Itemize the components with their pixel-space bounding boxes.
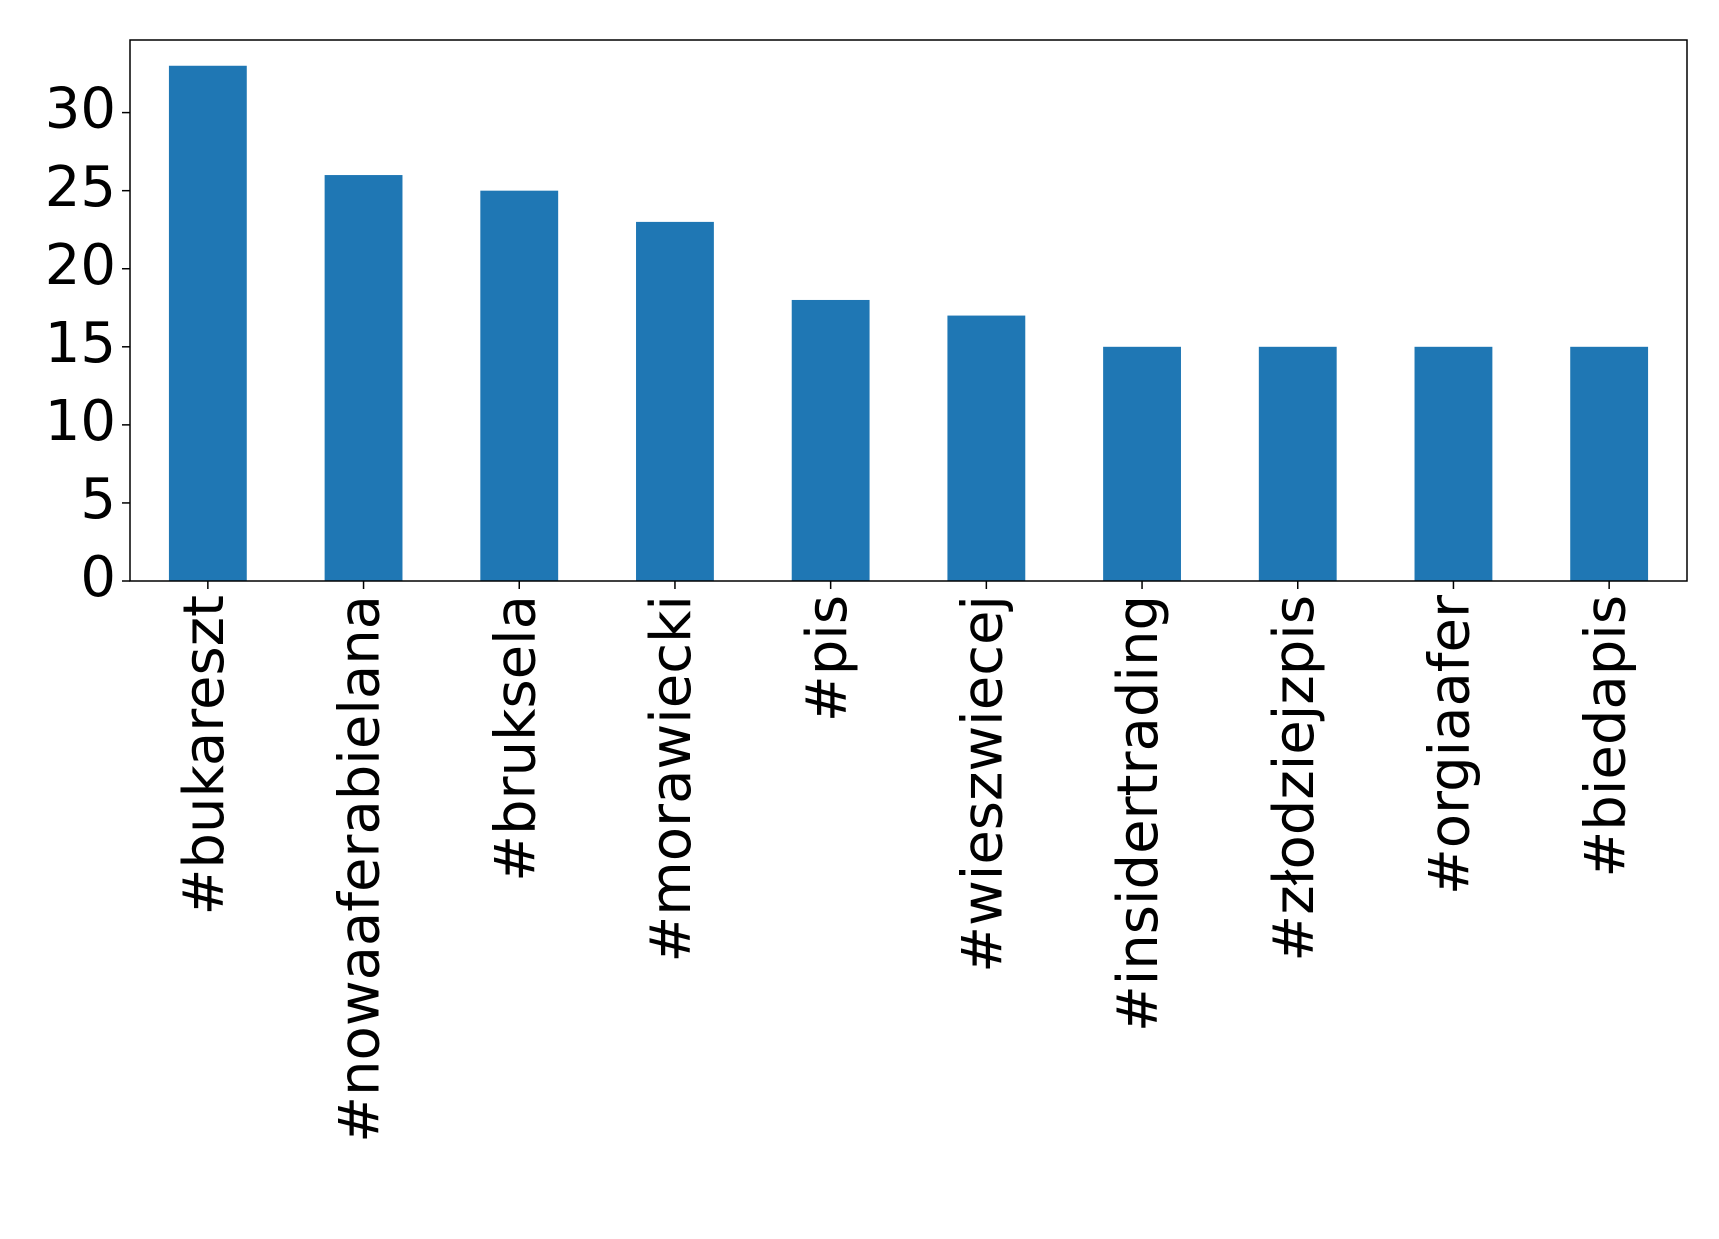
bar <box>324 175 403 581</box>
y-tick-label: 10 <box>45 389 116 454</box>
y-tick-label: 30 <box>45 77 116 142</box>
bar <box>791 299 870 581</box>
x-tick-label: #biedapis <box>1573 595 1638 878</box>
bar <box>636 221 714 581</box>
bar <box>1258 346 1337 581</box>
x-tick-label: #nowaaferabielana <box>328 595 393 1143</box>
bar <box>1103 346 1181 581</box>
y-tick-label: 0 <box>80 545 116 610</box>
x-tick-label: #pis <box>795 595 860 722</box>
plot-frame <box>129 39 1688 582</box>
y-tick-label: 25 <box>45 155 116 220</box>
x-tick-label: #insidertrading <box>1106 595 1171 1032</box>
x-tick-label: #złodziejzpis <box>1262 595 1327 962</box>
bar <box>947 315 1026 581</box>
bar <box>480 190 559 582</box>
y-tick-label: 20 <box>45 233 116 298</box>
y-tick-label: 5 <box>80 467 116 532</box>
x-tick-label: #bruksela <box>483 595 548 882</box>
bar <box>1414 346 1493 581</box>
x-tick-label: #wieszwiecej <box>950 595 1015 973</box>
x-tick-label: #orgiaafer <box>1418 594 1483 895</box>
bar <box>1570 346 1649 581</box>
x-tick-label: #morawiecki <box>639 595 704 963</box>
x-tick-label: #bukareszt <box>172 595 237 916</box>
bar <box>168 65 247 581</box>
y-tick-label: 15 <box>45 311 116 376</box>
